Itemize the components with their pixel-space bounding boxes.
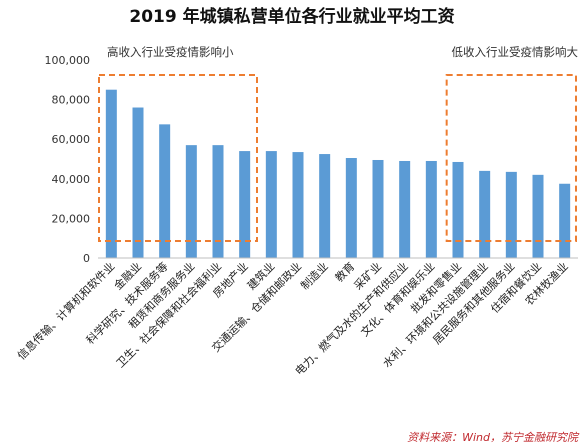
bar	[425, 160, 437, 258]
bar	[479, 170, 491, 258]
bar	[452, 161, 464, 258]
bar	[292, 152, 304, 258]
bar	[265, 151, 277, 258]
y-tick-label: 100,000	[45, 54, 91, 67]
annotation-low-income: 低收入行业受疫情影响大	[452, 45, 579, 59]
bar	[185, 145, 197, 258]
bar	[345, 158, 357, 258]
category-label: 制造业	[298, 259, 331, 292]
bar	[159, 124, 171, 258]
y-axis-ticks: 0 20,000 40,000 60,000 80,000 100,000	[45, 54, 91, 265]
y-tick-label: 0	[83, 252, 90, 265]
y-tick-label: 80,000	[52, 94, 91, 107]
y-tick-label: 40,000	[52, 173, 91, 186]
chart-title: 2019 年城镇私营单位各行业就业平均工资	[129, 6, 454, 27]
bar	[132, 107, 144, 259]
category-labels: 信息传输、计算机和软件业金融业科学研究、技术服务等租赁和商务服务业卫生、社会保障…	[14, 259, 571, 378]
bar	[532, 174, 544, 258]
bar	[319, 154, 331, 258]
bar	[505, 171, 517, 258]
bar	[212, 145, 224, 258]
bars	[105, 89, 571, 259]
low-income-box	[445, 74, 577, 242]
y-tick-label: 60,000	[52, 133, 91, 146]
y-tick-label: 20,000	[52, 212, 91, 225]
bar	[559, 183, 571, 258]
category-label: 信息传输、计算机和软件业	[14, 259, 117, 362]
high-income-box	[98, 74, 258, 242]
annotation-high-income: 高收入行业受疫情影响小	[107, 45, 234, 59]
bar	[399, 160, 411, 258]
bar	[239, 151, 251, 258]
bar	[372, 159, 384, 258]
bar	[105, 89, 117, 258]
source-note: 资料来源：Wind，苏宁金融研究院	[407, 431, 580, 444]
